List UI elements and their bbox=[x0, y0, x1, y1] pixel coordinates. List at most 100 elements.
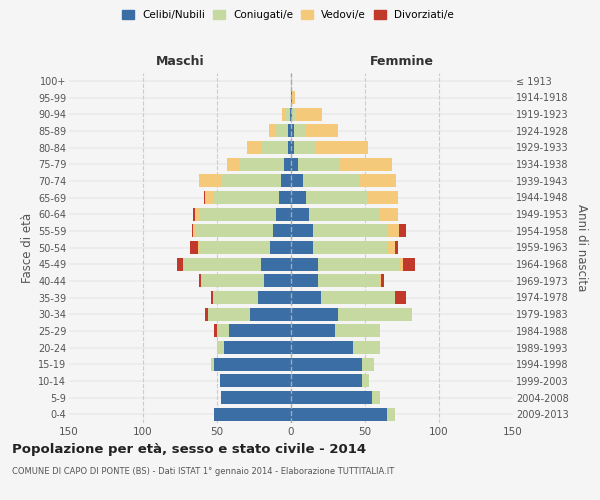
Bar bbox=[292, 91, 295, 104]
Bar bbox=[196, 224, 273, 237]
Bar bbox=[199, 208, 276, 220]
Bar bbox=[211, 291, 212, 304]
Bar bbox=[316, 141, 368, 154]
Bar bbox=[353, 341, 380, 354]
Bar bbox=[320, 291, 395, 304]
Bar bbox=[183, 258, 184, 270]
Bar bbox=[190, 241, 198, 254]
Bar bbox=[212, 191, 279, 204]
Text: Popolazione per età, sesso e stato civile - 2014: Popolazione per età, sesso e stato civil… bbox=[12, 442, 366, 456]
Bar bbox=[265, 274, 291, 287]
Bar bbox=[387, 408, 395, 420]
Bar bbox=[270, 241, 291, 254]
Bar bbox=[198, 241, 199, 254]
Bar bbox=[212, 291, 214, 304]
Bar bbox=[284, 158, 291, 170]
Bar bbox=[298, 158, 340, 170]
Bar bbox=[317, 258, 399, 270]
Bar bbox=[295, 108, 322, 120]
Bar bbox=[276, 124, 288, 138]
Bar bbox=[291, 308, 338, 320]
Legend: Celibi/Nubili, Coniugati/e, Vedovi/e, Divorziati/e: Celibi/Nubili, Coniugati/e, Vedovi/e, Di… bbox=[120, 8, 456, 22]
Bar bbox=[291, 274, 317, 287]
Bar bbox=[291, 124, 294, 138]
Bar bbox=[217, 341, 224, 354]
Bar bbox=[291, 374, 362, 388]
Bar bbox=[224, 341, 291, 354]
Bar bbox=[195, 208, 199, 220]
Bar bbox=[387, 224, 399, 237]
Bar bbox=[395, 291, 406, 304]
Bar bbox=[202, 274, 265, 287]
Bar bbox=[306, 191, 368, 204]
Bar bbox=[291, 391, 373, 404]
Bar bbox=[250, 308, 291, 320]
Bar bbox=[309, 208, 380, 220]
Bar bbox=[199, 241, 270, 254]
Bar bbox=[201, 274, 202, 287]
Bar bbox=[227, 158, 239, 170]
Bar bbox=[208, 308, 250, 320]
Bar bbox=[262, 258, 291, 270]
Bar bbox=[399, 224, 406, 237]
Bar bbox=[291, 358, 362, 370]
Bar bbox=[403, 258, 415, 270]
Bar bbox=[269, 124, 276, 138]
Bar bbox=[281, 174, 291, 188]
Bar bbox=[359, 174, 396, 188]
Bar bbox=[380, 274, 381, 287]
Bar bbox=[217, 324, 229, 338]
Bar bbox=[239, 158, 284, 170]
Bar bbox=[291, 141, 294, 154]
Bar bbox=[214, 358, 291, 370]
Bar bbox=[262, 141, 288, 154]
Bar bbox=[276, 208, 291, 220]
Bar bbox=[362, 358, 374, 370]
Bar bbox=[288, 124, 291, 138]
Bar bbox=[294, 124, 306, 138]
Bar bbox=[380, 208, 398, 220]
Bar bbox=[211, 358, 214, 370]
Bar bbox=[259, 291, 291, 304]
Bar bbox=[306, 124, 338, 138]
Bar bbox=[291, 341, 353, 354]
Bar bbox=[199, 274, 201, 287]
Bar bbox=[279, 191, 291, 204]
Bar bbox=[214, 408, 291, 420]
Bar bbox=[229, 324, 291, 338]
Bar bbox=[199, 174, 221, 188]
Bar bbox=[214, 324, 217, 338]
Bar bbox=[203, 191, 205, 204]
Bar bbox=[313, 224, 387, 237]
Bar bbox=[291, 291, 320, 304]
Bar bbox=[291, 208, 309, 220]
Bar bbox=[273, 224, 291, 237]
Bar bbox=[373, 391, 380, 404]
Bar bbox=[193, 224, 196, 237]
Bar bbox=[291, 174, 303, 188]
Text: Femmine: Femmine bbox=[370, 54, 434, 68]
Bar bbox=[395, 241, 398, 254]
Bar bbox=[247, 141, 262, 154]
Bar bbox=[335, 324, 380, 338]
Bar bbox=[291, 108, 292, 120]
Bar bbox=[285, 108, 290, 120]
Y-axis label: Fasce di età: Fasce di età bbox=[20, 212, 34, 282]
Bar bbox=[221, 174, 281, 188]
Bar bbox=[303, 174, 359, 188]
Bar bbox=[205, 191, 212, 204]
Bar bbox=[214, 291, 259, 304]
Bar bbox=[291, 91, 292, 104]
Bar bbox=[291, 324, 335, 338]
Bar bbox=[177, 258, 183, 270]
Bar bbox=[292, 108, 295, 120]
Bar bbox=[294, 141, 316, 154]
Bar bbox=[291, 241, 313, 254]
Bar bbox=[381, 274, 384, 287]
Bar bbox=[192, 224, 193, 237]
Bar bbox=[387, 241, 395, 254]
Bar bbox=[368, 191, 398, 204]
Bar bbox=[313, 241, 387, 254]
Bar bbox=[317, 274, 380, 287]
Bar bbox=[291, 158, 298, 170]
